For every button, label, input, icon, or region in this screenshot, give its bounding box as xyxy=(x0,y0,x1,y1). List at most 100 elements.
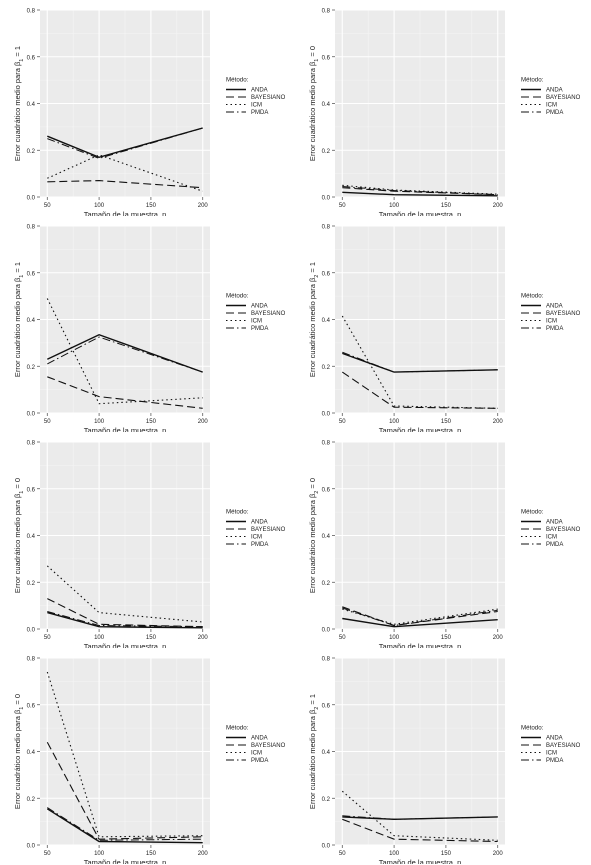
series-line-bayesiano xyxy=(47,598,203,628)
legend-label-pmda: PMDA xyxy=(251,758,268,764)
series-line-anda xyxy=(342,191,498,197)
legend-label-icm: ICM xyxy=(546,319,557,325)
series-line-icm xyxy=(341,790,498,841)
legend-label-anda: ANDA xyxy=(546,304,563,310)
y-tick-label: 0.8 xyxy=(322,657,331,663)
y-tick-label: 0.6 xyxy=(27,271,36,277)
x-tick-label: 100 xyxy=(389,419,400,425)
y-tick-label: 0.8 xyxy=(322,225,331,231)
series-line-pmda xyxy=(47,611,203,628)
legend-label-anda: ANDA xyxy=(251,520,268,526)
y-tick-label: 0.2 xyxy=(27,365,36,371)
chart-panel-8: 0.0 0.2 0.4 0.6 0.8 50 100 150 200 Tamaño de la m… xyxy=(295,648,590,865)
legend-label-bayesiano: BAYESIANO xyxy=(251,527,286,533)
legend-label-pmda: PMDA xyxy=(251,326,268,332)
x-tick-label: 50 xyxy=(44,203,51,209)
x-tick-label: 100 xyxy=(94,419,105,425)
x-tick-label: 50 xyxy=(44,851,51,857)
series-line-icm xyxy=(46,298,203,405)
x-tick-label: 150 xyxy=(146,851,157,857)
x-tick-label: 150 xyxy=(441,851,452,857)
legend-label-bayesiano: BAYESIANO xyxy=(251,95,286,101)
y-tick-label: 0.4 xyxy=(322,318,331,324)
series-line-anda xyxy=(342,617,498,628)
y-tick-label: 0.4 xyxy=(27,534,36,540)
y-tick-label: 0.6 xyxy=(27,703,36,709)
x-tick-label: 100 xyxy=(389,851,400,857)
series-line-bayesiano xyxy=(47,180,203,189)
y-axis-title: Error cuadrático medio para β2 = 0 xyxy=(308,478,320,593)
series-line-bayesiano xyxy=(341,371,498,409)
series-line-bayesiano xyxy=(342,818,498,843)
chart-svg: 0.0 0.2 0.4 0.6 0.8 50 100 150 200 Tamaño de la m… xyxy=(13,657,286,865)
series-line-pmda xyxy=(47,807,203,841)
legend-title: Método: xyxy=(226,293,249,300)
legend-label-icm: ICM xyxy=(251,319,262,325)
x-tick-label: 100 xyxy=(94,851,105,857)
x-tick-label: 150 xyxy=(441,635,452,641)
y-tick-label: 0.2 xyxy=(27,149,36,155)
y-tick-label: 0.2 xyxy=(322,149,331,155)
y-axis-title: Error cuadrático medio para β2 = 1 xyxy=(308,694,320,809)
legend-label-bayesiano: BAYESIANO xyxy=(546,527,581,533)
x-tick-label: 100 xyxy=(94,635,105,641)
chart-svg: 0.0 0.2 0.4 0.6 0.8 50 100 150 200 Tamaño de la m… xyxy=(13,225,286,433)
x-tick-label: 200 xyxy=(198,419,209,425)
legend-label-pmda: PMDA xyxy=(251,542,268,548)
series-line-bayesiano xyxy=(342,606,498,627)
x-axis-title: Tamaño de la muestra, n xyxy=(379,642,462,648)
legend-label-anda: ANDA xyxy=(251,304,268,310)
x-tick-label: 200 xyxy=(493,851,504,857)
y-tick-label: 0.6 xyxy=(27,55,36,61)
x-tick-label: 200 xyxy=(198,203,209,209)
legend-label-bayesiano: BAYESIANO xyxy=(546,743,581,749)
y-tick-label: 0.2 xyxy=(27,797,36,803)
y-tick-label: 0.6 xyxy=(322,271,331,277)
series-line-anda xyxy=(47,333,203,373)
y-tick-label: 0.2 xyxy=(322,797,331,803)
x-tick-label: 50 xyxy=(44,635,51,641)
series-line-bayesiano xyxy=(342,187,498,196)
series-line-pmda xyxy=(47,127,203,159)
legend-title: Método: xyxy=(521,77,544,84)
y-axis-title: Error cuadrático medio para β1 = 1 xyxy=(13,262,25,377)
legend-label-bayesiano: BAYESIANO xyxy=(546,311,581,317)
x-tick-label: 150 xyxy=(441,203,452,209)
series-line-bayesiano xyxy=(47,376,203,409)
series-line-anda xyxy=(47,611,203,629)
y-axis-title: Error cuadrático medio para β1 = 1 xyxy=(13,46,25,161)
x-axis-title: Tamaño de la muestra, n xyxy=(84,426,167,432)
legend-label-icm: ICM xyxy=(251,535,262,541)
series-line-pmda xyxy=(47,336,203,373)
y-tick-label: 0.4 xyxy=(322,102,331,108)
legend-title: Método: xyxy=(226,725,249,732)
x-axis-title: Tamaño de la muestra, n xyxy=(379,210,462,216)
x-tick-label: 200 xyxy=(493,419,504,425)
y-tick-label: 0.8 xyxy=(27,225,36,231)
chart-panel-7: 0.0 0.2 0.4 0.6 0.8 50 100 150 200 Tamaño de la m… xyxy=(0,648,295,865)
y-tick-label: 0.2 xyxy=(27,581,36,587)
y-tick-label: 0.4 xyxy=(27,318,36,324)
chart-panel-5: 0.0 0.2 0.4 0.6 0.8 50 100 150 200 Tamaño de la m… xyxy=(0,432,295,649)
y-tick-label: 0.8 xyxy=(322,9,331,15)
y-tick-label: 0.4 xyxy=(322,750,331,756)
x-tick-label: 150 xyxy=(441,419,452,425)
x-axis-title: Tamaño de la muestra, n xyxy=(379,426,462,432)
x-tick-label: 50 xyxy=(44,419,51,425)
y-tick-label: 0.4 xyxy=(322,534,331,540)
chart-panel-1: 0.0 0.2 0.4 0.6 0.8 50 100 150 200 Tamaño de la m… xyxy=(0,0,295,217)
y-axis-title: Error cuadrático medio para β1 = 0 xyxy=(308,46,320,161)
y-tick-label: 0.0 xyxy=(27,628,36,634)
series-line-icm xyxy=(47,154,203,192)
legend-label-bayesiano: BAYESIANO xyxy=(546,95,581,101)
x-tick-label: 50 xyxy=(339,419,346,425)
x-axis-title: Tamaño de la muestra, n xyxy=(84,210,167,216)
y-tick-label: 0.6 xyxy=(27,487,36,493)
y-tick-label: 0.6 xyxy=(322,55,331,61)
legend-label-icm: ICM xyxy=(251,751,262,757)
chart-svg: 0.0 0.2 0.4 0.6 0.8 50 100 150 200 Tamaño de la m… xyxy=(13,9,286,217)
chart-svg: 0.0 0.2 0.4 0.6 0.8 50 100 150 200 Tamaño de la m… xyxy=(308,9,581,217)
series-line-pmda xyxy=(342,815,498,820)
series-line-icm xyxy=(46,565,203,623)
